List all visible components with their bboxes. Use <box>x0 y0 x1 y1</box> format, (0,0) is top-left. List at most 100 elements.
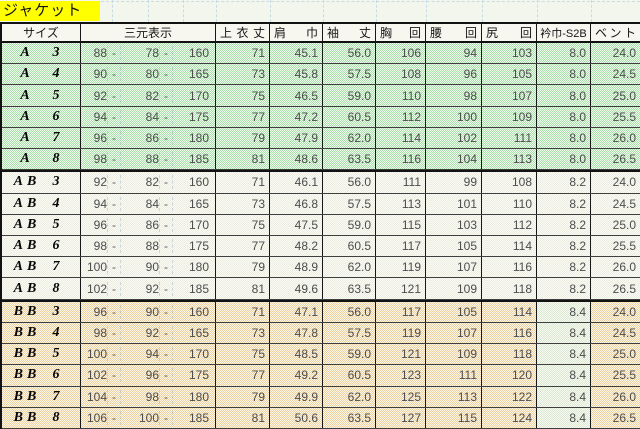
cell-shoulder-width[interactable]: 46.8 <box>270 193 323 214</box>
cell-size[interactable]: BB 3 <box>2 301 81 322</box>
cell-waist[interactable]: 96 <box>426 64 482 85</box>
cell-hip[interactable]: 114 <box>482 235 537 257</box>
cell-sleeve-length[interactable]: 63.5 <box>323 149 376 170</box>
cell-size[interactable]: BB 8 <box>2 407 81 428</box>
cell-shoulder-width[interactable]: 49.2 <box>270 365 323 386</box>
cell-three-measure[interactable]: 94-84-175 <box>81 106 216 127</box>
cell-collar[interactable]: 8.2 <box>537 235 591 257</box>
cell-three-measure[interactable]: 92-82-170 <box>81 85 216 106</box>
cell-hip[interactable]: 120 <box>482 365 537 386</box>
cell-shoulder-width[interactable]: 48.6 <box>270 149 323 170</box>
cell-size[interactable]: BB 7 <box>2 386 81 407</box>
cell-collar[interactable]: 8.4 <box>537 301 591 322</box>
cell-waist[interactable]: 94 <box>426 43 482 64</box>
cell-waist[interactable]: 107 <box>426 322 482 344</box>
cell-jacket-length[interactable]: 77 <box>216 365 270 386</box>
header-cell-size[interactable]: サイズ <box>2 24 81 41</box>
cell-vent[interactable]: 24.5 <box>591 193 640 214</box>
cell-sleeve-length[interactable]: 59.0 <box>323 214 376 235</box>
cell-collar[interactable]: 8.0 <box>537 127 591 149</box>
cell-three-measure[interactable]: 100-94-170 <box>81 344 216 365</box>
header-cell-three-measure[interactable]: 三元表示 <box>81 24 216 41</box>
cell-sleeve-length[interactable]: 57.5 <box>323 193 376 214</box>
cell-sleeve-length[interactable]: 62.0 <box>323 386 376 407</box>
cell-chest[interactable]: 121 <box>376 344 426 365</box>
cell-hip[interactable]: 122 <box>482 386 537 407</box>
cell-jacket-length[interactable]: 77 <box>216 106 270 127</box>
cell-waist[interactable]: 103 <box>426 214 482 235</box>
cell-vent[interactable]: 26.5 <box>591 149 640 170</box>
cell-hip[interactable]: 116 <box>482 322 537 344</box>
cell-jacket-length[interactable]: 75 <box>216 85 270 106</box>
cell-collar[interactable]: 8.4 <box>537 344 591 365</box>
cell-three-measure[interactable]: 100-90-180 <box>81 257 216 278</box>
cell-chest[interactable]: 106 <box>376 43 426 64</box>
cell-hip[interactable]: 111 <box>482 127 537 149</box>
cell-vent[interactable]: 24.0 <box>591 301 640 322</box>
cell-jacket-length[interactable]: 73 <box>216 64 270 85</box>
cell-waist[interactable]: 104 <box>426 149 482 170</box>
cell-size[interactable]: AB 3 <box>2 172 81 193</box>
cell-vent[interactable]: 26.0 <box>591 127 640 149</box>
cell-shoulder-width[interactable]: 47.8 <box>270 322 323 344</box>
cell-hip[interactable]: 107 <box>482 85 537 106</box>
cell-chest[interactable]: 108 <box>376 64 426 85</box>
cell-collar[interactable]: 8.4 <box>537 407 591 428</box>
cell-vent[interactable]: 25.0 <box>591 214 640 235</box>
cell-shoulder-width[interactable]: 48.2 <box>270 235 323 257</box>
cell-collar[interactable]: 8.2 <box>537 278 591 299</box>
cell-size[interactable]: AB 6 <box>2 235 81 257</box>
cell-hip[interactable]: 114 <box>482 301 537 322</box>
cell-jacket-length[interactable]: 71 <box>216 301 270 322</box>
cell-shoulder-width[interactable]: 46.1 <box>270 172 323 193</box>
cell-hip[interactable]: 110 <box>482 193 537 214</box>
cell-jacket-length[interactable]: 73 <box>216 322 270 344</box>
cell-three-measure[interactable]: 88-78-160 <box>81 43 216 64</box>
cell-collar[interactable]: 8.0 <box>537 149 591 170</box>
cell-vent[interactable]: 24.5 <box>591 64 640 85</box>
cell-jacket-length[interactable]: 71 <box>216 172 270 193</box>
cell-waist[interactable]: 109 <box>426 278 482 299</box>
cell-collar[interactable]: 8.4 <box>537 322 591 344</box>
cell-chest[interactable]: 110 <box>376 85 426 106</box>
header-cell-jacket-length[interactable]: 上衣丈 <box>216 24 270 41</box>
cell-three-measure[interactable]: 96-86-180 <box>81 127 216 149</box>
cell-jacket-length[interactable]: 71 <box>216 43 270 64</box>
cell-vent[interactable]: 25.0 <box>591 344 640 365</box>
cell-sleeve-length[interactable]: 56.0 <box>323 172 376 193</box>
cell-shoulder-width[interactable]: 49.6 <box>270 278 323 299</box>
cell-hip[interactable]: 113 <box>482 149 537 170</box>
cell-chest[interactable]: 123 <box>376 365 426 386</box>
cell-jacket-length[interactable]: 75 <box>216 344 270 365</box>
cell-vent[interactable]: 25.5 <box>591 235 640 257</box>
cell-three-measure[interactable]: 104-98-180 <box>81 386 216 407</box>
cell-collar[interactable]: 8.2 <box>537 193 591 214</box>
cell-three-measure[interactable]: 98-92-165 <box>81 322 216 344</box>
cell-collar[interactable]: 8.4 <box>537 386 591 407</box>
cell-hip[interactable]: 105 <box>482 64 537 85</box>
cell-shoulder-width[interactable]: 47.5 <box>270 214 323 235</box>
cell-three-measure[interactable]: 98-88-175 <box>81 235 216 257</box>
cell-shoulder-width[interactable]: 48.5 <box>270 344 323 365</box>
cell-vent[interactable]: 25.0 <box>591 85 640 106</box>
cell-collar[interactable]: 8.0 <box>537 64 591 85</box>
sheet-title-cell[interactable]: ジャケット <box>0 1 100 21</box>
cell-jacket-length[interactable]: 81 <box>216 278 270 299</box>
cell-size[interactable]: AB 8 <box>2 278 81 299</box>
cell-jacket-length[interactable]: 79 <box>216 386 270 407</box>
cell-sleeve-length[interactable]: 62.0 <box>323 127 376 149</box>
cell-chest[interactable]: 117 <box>376 301 426 322</box>
cell-size[interactable]: AB 4 <box>2 193 81 214</box>
header-cell-sleeve-length[interactable]: 袖丈 <box>323 24 376 41</box>
cell-hip[interactable]: 118 <box>482 344 537 365</box>
cell-collar[interactable]: 8.2 <box>537 257 591 278</box>
cell-vent[interactable]: 25.5 <box>591 106 640 127</box>
cell-waist[interactable]: 101 <box>426 193 482 214</box>
cell-chest[interactable]: 112 <box>376 106 426 127</box>
cell-collar[interactable]: 8.2 <box>537 214 591 235</box>
cell-three-measure[interactable]: 96-90-160 <box>81 301 216 322</box>
cell-sleeve-length[interactable]: 56.0 <box>323 43 376 64</box>
